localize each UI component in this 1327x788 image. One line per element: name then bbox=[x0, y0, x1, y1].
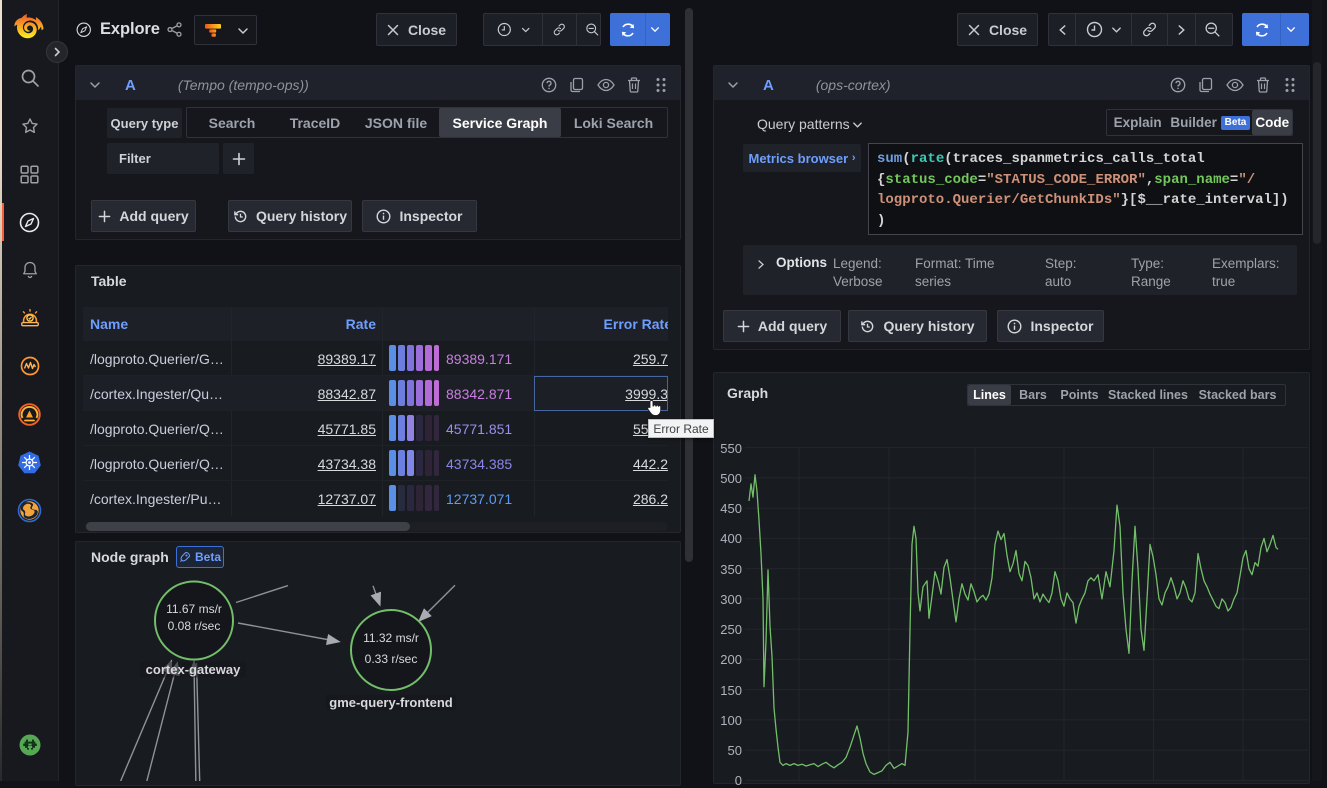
svg-text:gme-query-frontend: gme-query-frontend bbox=[329, 695, 453, 710]
svg-text:0.33 r/sec: 0.33 r/sec bbox=[365, 652, 418, 666]
svg-text:11.32 ms/r: 11.32 ms/r bbox=[363, 631, 419, 645]
svg-text:11.67 ms/r: 11.67 ms/r bbox=[166, 602, 222, 616]
svg-text:cortex-gateway: cortex-gateway bbox=[146, 662, 241, 677]
svg-text:0.08 r/sec: 0.08 r/sec bbox=[168, 619, 221, 633]
